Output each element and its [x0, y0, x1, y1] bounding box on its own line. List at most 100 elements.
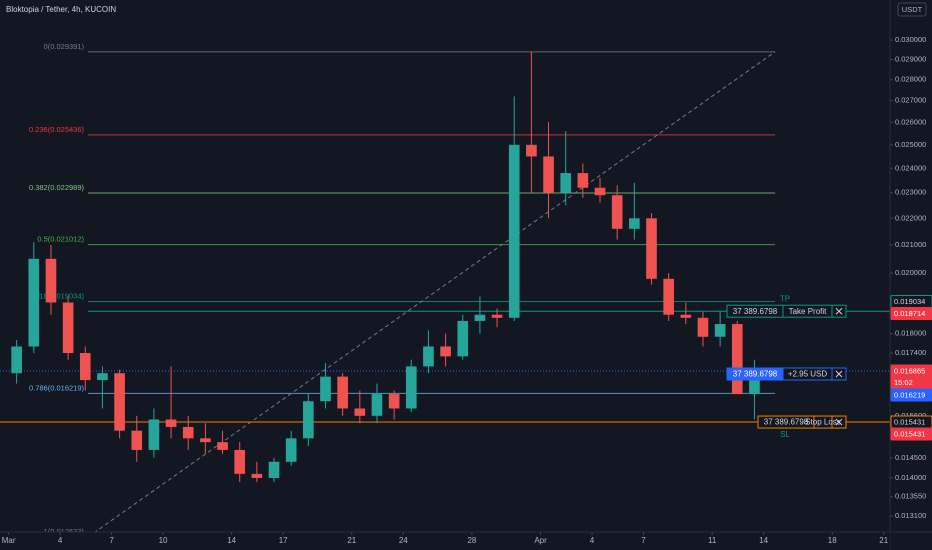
position-text: +2.95 USD — [788, 370, 828, 379]
close-icon[interactable] — [835, 307, 843, 315]
price-tag-label: 0.016219 — [894, 390, 925, 399]
y-tick-label: 0.022000 — [895, 213, 926, 222]
price-tag-label: 0.016865 — [894, 366, 925, 375]
y-tick-label: 0.029000 — [895, 55, 926, 64]
price-tag — [890, 427, 932, 441]
candle-body — [28, 258, 40, 347]
x-tick-label: 21 — [879, 536, 888, 545]
position-box — [726, 304, 847, 318]
candle-body — [114, 373, 125, 431]
candle-body — [97, 373, 108, 381]
fib-label: 0.5(0.021012) — [37, 235, 84, 244]
y-tick-label: 0.026000 — [895, 117, 926, 126]
candle-body — [646, 218, 657, 279]
fib-label: 0.618(0.019034) — [29, 291, 85, 300]
y-tick-label: 0.013550 — [895, 492, 926, 501]
candle-body — [165, 419, 177, 427]
candle-body — [303, 401, 314, 439]
candle-body — [285, 438, 297, 462]
y-tick-label: 0.013100 — [895, 511, 926, 520]
position-text: Stop Loss — [805, 418, 841, 427]
tp-marker: TP — [780, 294, 790, 303]
candle-body — [371, 394, 383, 416]
fib-label: 0.382(0.022989) — [29, 183, 85, 192]
candle-body — [560, 173, 572, 193]
candle-body — [217, 442, 228, 450]
chart-title: Bloktopia / Tether, 4h, KUCOIN — [6, 5, 116, 14]
price-tag-label: 0.015431 — [894, 430, 925, 439]
close-icon[interactable] — [835, 370, 843, 378]
fib-label: 0.786(0.016219) — [29, 383, 85, 392]
x-tick-label: Mar — [2, 536, 16, 545]
candle-body — [337, 376, 348, 409]
y-tick-label: 0.018000 — [895, 329, 926, 338]
candle-body — [680, 314, 692, 318]
candle-body — [268, 461, 280, 478]
candle-body — [11, 346, 22, 374]
candle-body — [526, 144, 537, 157]
y-tick-label: 0.021000 — [895, 240, 926, 249]
x-tick-label: 21 — [347, 536, 356, 545]
x-tick-label: 14 — [227, 536, 236, 545]
x-tick-label: 18 — [828, 536, 837, 545]
candle-body — [629, 218, 640, 229]
y-tick-label: 0.030000 — [895, 35, 926, 44]
candle-body — [714, 324, 726, 337]
candle-body — [354, 408, 366, 416]
countdown: 15:02 — [894, 378, 913, 387]
y-tick-label: 0.015600 — [895, 411, 926, 420]
candle-body — [543, 156, 554, 193]
fib-label: 1(0.012633) — [44, 527, 85, 536]
candle-body — [474, 314, 486, 321]
fib-label: 0(0.029391) — [44, 42, 85, 51]
candle-body — [749, 370, 760, 395]
y-tick-label: 0.024000 — [895, 163, 926, 172]
position-quantity: 37 389.6798 — [764, 418, 809, 427]
price-tag-label: 0.019034 — [894, 297, 925, 306]
candle-body — [731, 324, 743, 395]
x-tick-label: 28 — [467, 536, 476, 545]
candle-body — [577, 173, 589, 188]
price-axis — [890, 0, 932, 550]
x-tick-label: 7 — [109, 536, 114, 545]
candle-body — [594, 187, 606, 196]
x-tick-label: 11 — [708, 536, 717, 545]
y-tick-label: 0.023000 — [895, 188, 926, 197]
time-axis — [0, 532, 890, 550]
price-tag-label: 0.018714 — [894, 309, 925, 318]
sl-marker: SL — [780, 430, 790, 439]
price-tag-label: 0.015431 — [894, 418, 925, 427]
candle-body — [182, 426, 194, 439]
x-tick-label: 17 — [279, 536, 288, 545]
x-tick-label: 4 — [58, 536, 63, 545]
price-tag — [890, 388, 932, 402]
position-box — [757, 415, 847, 429]
candle-body — [251, 473, 263, 478]
candle-body — [131, 430, 143, 450]
candle-body — [491, 314, 503, 318]
position-quantity: 37 389.6798 — [733, 370, 778, 379]
position-quantity-bg — [727, 367, 783, 380]
candle-body — [62, 302, 74, 354]
x-tick-label: 7 — [641, 536, 646, 545]
y-tick-label: 0.014000 — [895, 473, 926, 482]
candle-body — [148, 419, 160, 450]
currency-label[interactable]: USDT — [902, 5, 923, 14]
candle-body — [388, 394, 400, 409]
candle-body — [405, 366, 417, 409]
candle-body — [234, 449, 246, 474]
close-icon[interactable] — [835, 418, 843, 426]
price-tag — [890, 306, 932, 320]
x-tick-label: 14 — [759, 536, 768, 545]
position-text: Take Profit — [789, 307, 828, 316]
y-tick-label: 0.020000 — [895, 268, 926, 277]
x-tick-label: Apr — [534, 536, 547, 545]
y-tick-label: 0.025000 — [895, 140, 926, 149]
x-tick-label: 10 — [159, 536, 168, 545]
candle-body — [320, 376, 331, 402]
fib-label: 0.236(0.025436) — [29, 125, 85, 134]
candle-body — [663, 278, 674, 315]
candle-body — [457, 320, 469, 357]
currency-box[interactable] — [897, 2, 927, 17]
